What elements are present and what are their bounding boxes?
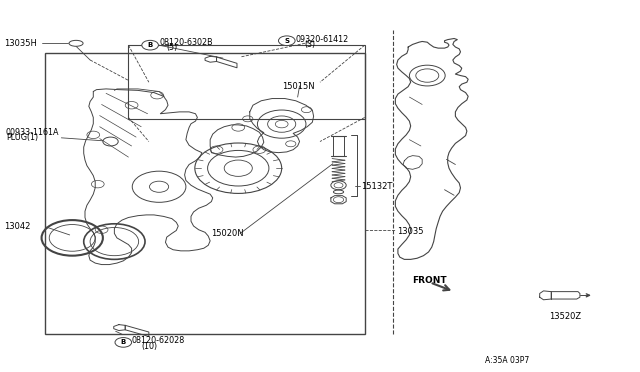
- Bar: [333, 136, 344, 156]
- Text: 13035H: 13035H: [4, 39, 36, 48]
- Text: 15020N: 15020N: [211, 229, 244, 238]
- Circle shape: [142, 40, 159, 50]
- Text: 15015N: 15015N: [282, 82, 314, 91]
- Text: FRONT: FRONT: [413, 276, 447, 285]
- Text: (10): (10): [141, 341, 157, 350]
- Ellipse shape: [69, 40, 83, 46]
- Text: PLUG(1): PLUG(1): [6, 133, 38, 142]
- Text: 13035: 13035: [397, 227, 423, 236]
- Text: B: B: [147, 42, 153, 48]
- Bar: [129, 45, 365, 119]
- Text: 09320-61412: 09320-61412: [296, 35, 349, 44]
- Text: (5): (5): [167, 43, 178, 52]
- Text: A:35A 03P7: A:35A 03P7: [484, 356, 529, 365]
- Text: 00933-1161A: 00933-1161A: [6, 128, 60, 137]
- Text: 13042: 13042: [4, 221, 30, 231]
- Circle shape: [115, 337, 132, 347]
- Text: 13520Z: 13520Z: [548, 312, 580, 321]
- Text: B: B: [121, 339, 126, 345]
- Text: 08120-6302B: 08120-6302B: [159, 38, 212, 48]
- Text: 08120-62028: 08120-62028: [132, 336, 185, 346]
- Circle shape: [278, 36, 295, 45]
- Text: (3): (3): [305, 39, 316, 49]
- Bar: [45, 52, 365, 334]
- Text: S: S: [284, 38, 289, 44]
- Text: 15132T: 15132T: [362, 182, 393, 190]
